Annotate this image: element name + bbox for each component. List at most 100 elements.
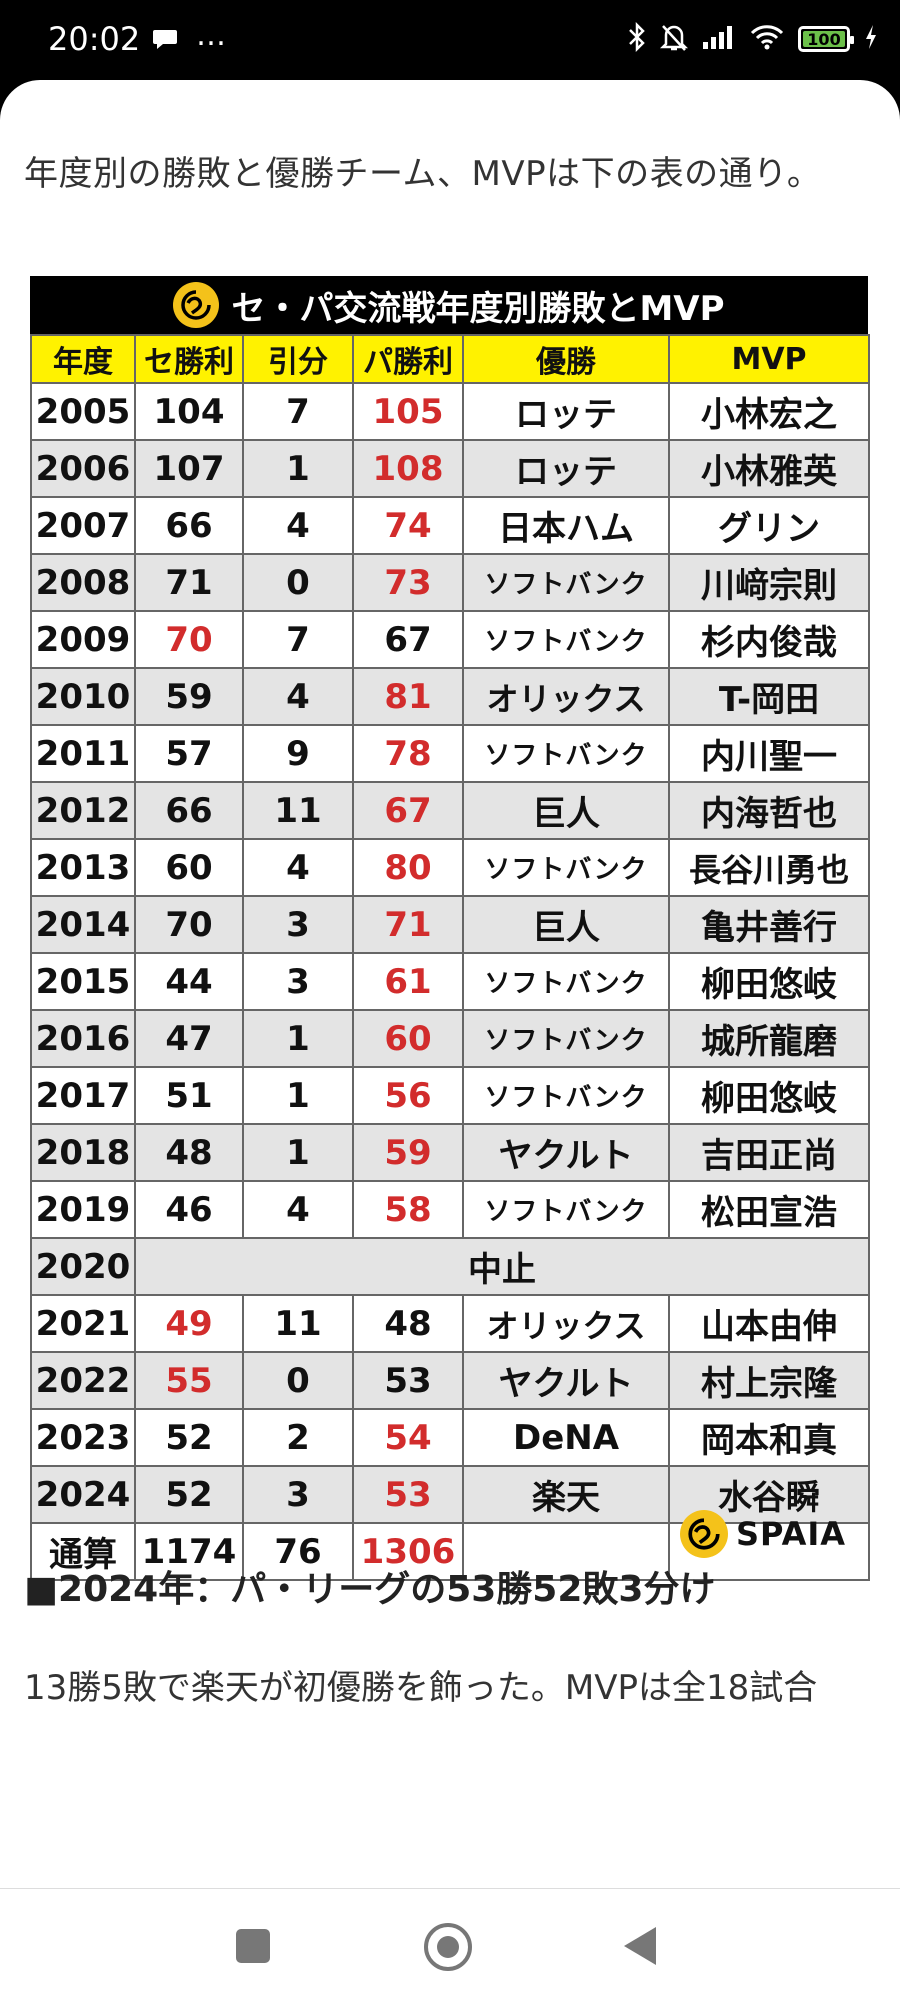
central-wins-cell: 57 <box>134 724 244 783</box>
total-pacific-wins-cell: 1306 <box>352 1522 464 1581</box>
champion-cell: 日本ハム <box>462 496 670 555</box>
champion-cell: 楽天 <box>462 1465 670 1524</box>
mvp-cell: 岡本和真 <box>668 1408 870 1467</box>
mvp-cell: 亀井善行 <box>668 895 870 954</box>
draws-cell: 3 <box>242 1465 354 1524</box>
champion-cell: ソフトバンク <box>462 952 670 1011</box>
central-wins-cell: 47 <box>134 1009 244 1068</box>
mvp-cell: 長谷川勇也 <box>668 838 870 897</box>
mvp-cell: 村上宗隆 <box>668 1351 870 1410</box>
champion-cell: ソフトバンク <box>462 724 670 783</box>
home-button[interactable] <box>424 1923 472 1971</box>
pacific-wins-cell: 58 <box>352 1180 464 1239</box>
table-row: 2005 104 7 105 ロッテ 小林宏之 <box>30 382 870 441</box>
draws-cell: 4 <box>242 667 354 726</box>
year-cell: 2007 <box>30 496 136 555</box>
central-wins-cell: 44 <box>134 952 244 1011</box>
table-title: セ・パ交流戦年度別勝敗とMVP <box>231 288 725 329</box>
central-wins-cell: 46 <box>134 1180 244 1239</box>
draws-cell: 4 <box>242 1180 354 1239</box>
article-content[interactable]: 年度別の勝敗と優勝チーム、MVPは下の表の通り。 セ・パ交流戦年度別勝敗とMVP… <box>0 80 900 1888</box>
total-draws-cell: 76 <box>242 1522 354 1581</box>
battery-icon: 100 <box>798 26 854 52</box>
battery-level: 100 <box>807 29 841 49</box>
mvp-cell: 小林雅英 <box>668 439 870 498</box>
year-cell: 2008 <box>30 553 136 612</box>
mvp-cell: T-岡田 <box>668 667 870 726</box>
year-cell: 2019 <box>30 1180 136 1239</box>
table-row: 2021 49 11 48 オリックス 山本由伸 <box>30 1294 870 1353</box>
results-table-figure: セ・パ交流戦年度別勝敗とMVP 年度 セ勝利 引分 パ勝利 優勝 MVP 200… <box>30 276 870 1581</box>
table-row: 2020 中止 <box>30 1237 870 1296</box>
year-cell: 2005 <box>30 382 136 441</box>
mvp-cell: 松田宣浩 <box>668 1180 870 1239</box>
year-cell: 2021 <box>30 1294 136 1353</box>
more-notifications-icon: … <box>196 18 226 53</box>
table-row: 2024 52 3 53 楽天 水谷瞬 <box>30 1465 870 1524</box>
mvp-cell: 小林宏之 <box>668 382 870 441</box>
champion-cell: オリックス <box>462 667 670 726</box>
pacific-wins-cell: 105 <box>352 382 464 441</box>
champion-cell: ソフトバンク <box>462 1180 670 1239</box>
pacific-wins-cell: 74 <box>352 496 464 555</box>
year-cell: 2023 <box>30 1408 136 1467</box>
mvp-cell: 吉田正尚 <box>668 1123 870 1182</box>
status-bar: 20:02 … 100 <box>0 0 900 84</box>
central-wins-cell: 60 <box>134 838 244 897</box>
table-row: 2023 52 2 54 DeNA 岡本和真 <box>30 1408 870 1467</box>
table-title-bar: セ・パ交流戦年度別勝敗とMVP <box>30 276 868 334</box>
total-champion-cell <box>462 1522 670 1581</box>
wifi-icon <box>750 24 784 54</box>
year-cell: 2014 <box>30 895 136 954</box>
central-wins-cell: 104 <box>134 382 244 441</box>
central-wins-cell: 66 <box>134 496 244 555</box>
spaia-logo-icon <box>173 282 220 328</box>
table-row: 2011 57 9 78 ソフトバンク 内川聖一 <box>30 724 870 783</box>
back-button[interactable] <box>624 1927 656 1965</box>
pacific-wins-cell: 53 <box>352 1465 464 1524</box>
central-wins-cell: 70 <box>134 610 244 669</box>
central-wins-cell: 49 <box>134 1294 244 1353</box>
champion-cell: ヤクルト <box>462 1351 670 1410</box>
champion-cell: ロッテ <box>462 382 670 441</box>
results-table: 年度 セ勝利 引分 パ勝利 優勝 MVP 2005 104 7 105 ロッテ 小林宏之 2… <box>30 334 870 1581</box>
mvp-cell: 川﨑宗則 <box>668 553 870 612</box>
year-cell: 2009 <box>30 610 136 669</box>
draws-cell: 9 <box>242 724 354 783</box>
year-cell: 2020 <box>30 1237 136 1296</box>
spaia-brand: SPAIA <box>680 1510 846 1558</box>
draws-cell: 11 <box>242 781 354 840</box>
table-row: 2006 107 1 108 ロッテ 小林雅英 <box>30 439 870 498</box>
draws-cell: 11 <box>242 1294 354 1353</box>
table-row: 2012 66 11 67 巨人 内海哲也 <box>30 781 870 840</box>
central-wins-cell: 71 <box>134 553 244 612</box>
pacific-wins-cell: 71 <box>352 895 464 954</box>
central-wins-cell: 70 <box>134 895 244 954</box>
status-time: 20:02 <box>48 20 141 58</box>
table-row: 2007 66 4 74 日本ハム グリン <box>30 496 870 555</box>
mvp-cell: 杉内俊哉 <box>668 610 870 669</box>
draws-cell: 1 <box>242 439 354 498</box>
signal-icon <box>702 24 736 54</box>
pacific-wins-cell: 53 <box>352 1351 464 1410</box>
year-cell: 2012 <box>30 781 136 840</box>
central-wins-cell: 48 <box>134 1123 244 1182</box>
draws-cell: 1 <box>242 1066 354 1125</box>
total-label-cell: 通算 <box>30 1522 136 1581</box>
article-body-text: 13勝5敗で楽天が初優勝を飾った。MVPは全18試合 <box>24 1668 818 1708</box>
table-row: 2008 71 0 73 ソフトバンク 川﨑宗則 <box>30 553 870 612</box>
year-cell: 2006 <box>30 439 136 498</box>
mvp-cell: 内川聖一 <box>668 724 870 783</box>
pacific-wins-cell: 73 <box>352 553 464 612</box>
year-cell: 2011 <box>30 724 136 783</box>
status-icons: 100 <box>628 21 878 56</box>
recent-apps-button[interactable] <box>236 1929 270 1963</box>
table-row: 2015 44 3 61 ソフトバンク 柳田悠岐 <box>30 952 870 1011</box>
champion-cell: 巨人 <box>462 895 670 954</box>
pacific-wins-cell: 80 <box>352 838 464 897</box>
champion-cell: ソフトバンク <box>462 1009 670 1068</box>
table-row: 2016 47 1 60 ソフトバンク 城所龍磨 <box>30 1009 870 1068</box>
cancelled-cell: 中止 <box>134 1237 870 1296</box>
mvp-cell: 柳田悠岐 <box>668 1066 870 1125</box>
table-body: 2005 104 7 105 ロッテ 小林宏之 2006 107 1 108 ロッテ 小林雅英 2007… <box>30 382 870 1581</box>
